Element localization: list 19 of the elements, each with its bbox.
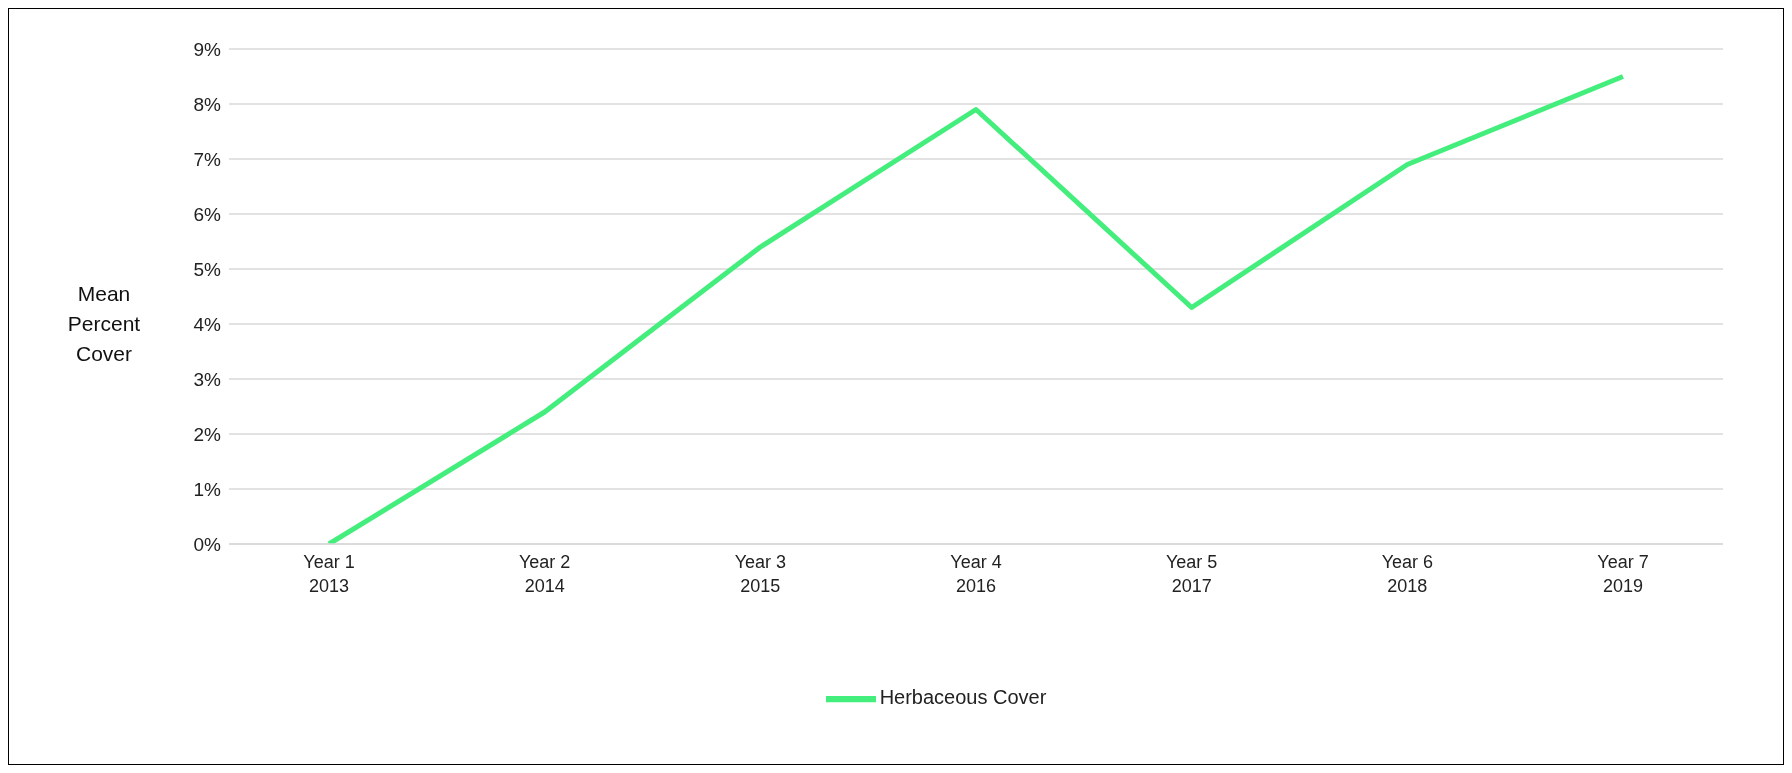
y-tick-label: 7% bbox=[193, 148, 222, 170]
x-tick-label: Year 2 2014 bbox=[518, 552, 571, 596]
y-tick-label: 9% bbox=[193, 38, 222, 60]
x-tick-label: Year 5 2017 bbox=[1165, 552, 1218, 596]
y-tick-label: 2% bbox=[193, 423, 222, 445]
x-tick-label: Year 1 2013 bbox=[303, 552, 355, 596]
x-tick-label: Year 6 2018 bbox=[1381, 552, 1434, 596]
x-tick-label: Year 7 2019 bbox=[1597, 552, 1649, 596]
y-axis-title: Mean Percent Cover bbox=[66, 281, 142, 367]
y-tick-label: 0% bbox=[193, 533, 222, 555]
y-tick-label: 5% bbox=[193, 258, 222, 280]
y-tick-label: 8% bbox=[193, 93, 222, 115]
y-tick-label: 1% bbox=[193, 478, 222, 500]
y-tick-label: 4% bbox=[193, 313, 222, 335]
x-tick-label: Year 3 2015 bbox=[734, 552, 787, 596]
y-tick-label: 3% bbox=[193, 368, 222, 390]
y-tick-label: 6% bbox=[193, 203, 222, 225]
x-tick-label: Year 4 2016 bbox=[950, 552, 1002, 596]
legend-label: Herbaceous Cover bbox=[879, 686, 1047, 709]
